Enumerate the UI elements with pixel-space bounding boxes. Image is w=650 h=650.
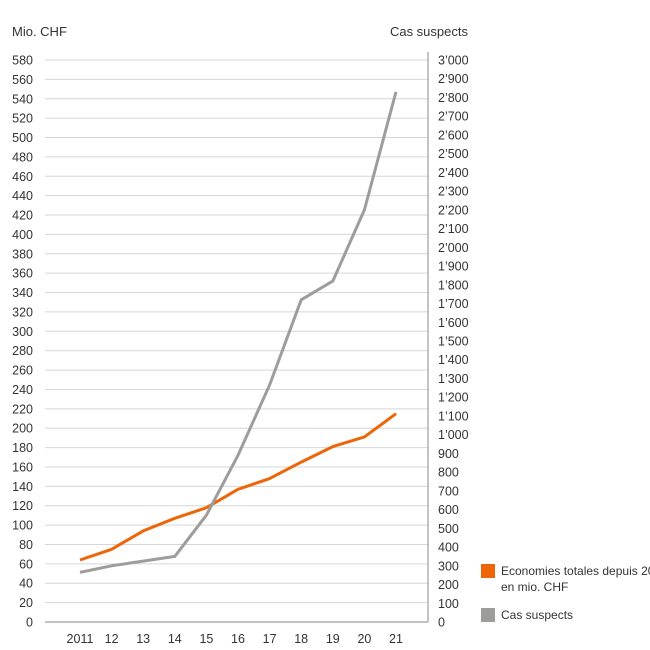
left-tick-label: 540 (12, 92, 33, 106)
left-tick-label: 0 (26, 616, 33, 630)
x-tick-label: 2011 (67, 632, 94, 646)
legend-item-cases: Cas suspects (481, 607, 650, 625)
right-tick-label: 200 (438, 578, 459, 592)
left-tick-label: 80 (19, 538, 33, 552)
right-tick-label: 1’500 (438, 335, 469, 349)
right-tick-label: 2’900 (438, 72, 469, 86)
right-tick-label: 2’800 (438, 91, 469, 105)
x-tick-label: 19 (326, 632, 340, 646)
right-tick-label: 100 (438, 597, 459, 611)
left-tick-label: 40 (19, 577, 33, 591)
left-tick-label: 20 (19, 596, 33, 610)
left-tick-label: 120 (12, 499, 33, 513)
left-tick-label: 420 (12, 209, 33, 223)
right-tick-label: 700 (438, 484, 459, 498)
right-tick-label: 1’600 (438, 316, 469, 330)
right-tick-label: 1’800 (438, 278, 469, 292)
left-tick-label: 440 (12, 189, 33, 203)
right-tick-label: 600 (438, 503, 459, 517)
x-tick-label: 21 (389, 632, 403, 646)
left-tick-label: 180 (12, 441, 33, 455)
left-tick-label: 160 (12, 460, 33, 474)
left-tick-label: 340 (12, 286, 33, 300)
legend-label-cases: Cas suspects (501, 608, 574, 622)
left-tick-label: 220 (12, 402, 33, 416)
right-tick-label: 400 (438, 541, 459, 555)
right-tick-label: 2’700 (438, 110, 469, 124)
left-tick-label: 560 (12, 73, 33, 87)
right-tick-label: 0 (438, 616, 445, 630)
right-tick-label: 1’100 (438, 409, 469, 423)
series-lines (79, 91, 398, 574)
right-tick-label: 1’700 (438, 297, 469, 311)
right-tick-label: 2’600 (438, 128, 469, 142)
left-axis-ticks: 0 20 40 60 80 100 120 140 160 180 200 220 240 260 280 3… (12, 54, 33, 630)
legend-swatch-cases (481, 608, 495, 622)
series-line-savings (79, 412, 397, 562)
grid-lines (45, 59, 428, 604)
right-tick-label: 500 (438, 522, 459, 536)
right-axis-title: Cas suspects (390, 24, 469, 39)
x-tick-label: 16 (231, 632, 245, 646)
right-tick-label: 2’200 (438, 203, 469, 217)
legend-swatch-savings (481, 564, 495, 578)
right-tick-label: 2’400 (438, 166, 469, 180)
left-tick-label: 240 (12, 383, 33, 397)
x-tick-label: 14 (168, 632, 182, 646)
axes (45, 52, 429, 623)
right-tick-label: 1’900 (438, 260, 469, 274)
left-tick-label: 140 (12, 480, 33, 494)
x-axis-ticks: 2011 12 13 14 15 16 17 18 19 20 21 (67, 632, 403, 646)
left-tick-label: 480 (12, 150, 33, 164)
right-tick-label: 3’000 (438, 54, 469, 68)
x-tick-label: 12 (105, 632, 119, 646)
left-tick-label: 360 (12, 267, 33, 281)
right-tick-label: 800 (438, 466, 459, 480)
right-tick-label: 1’400 (438, 353, 469, 367)
left-tick-label: 500 (12, 131, 33, 145)
legend-item-savings: Economies totales depuis 2007 en mio. CH… (481, 563, 650, 597)
left-tick-label: 200 (12, 422, 33, 436)
right-tick-label: 2’500 (438, 147, 469, 161)
left-tick-label: 60 (19, 557, 33, 571)
x-tick-label: 20 (357, 632, 371, 646)
right-tick-label: 1’200 (438, 391, 469, 405)
left-tick-label: 400 (12, 228, 33, 242)
right-axis-ticks: 0 100 200 300 400 500 600 700 800 900 1’000 1’100 1’… (438, 54, 469, 630)
right-tick-label: 2’000 (438, 241, 469, 255)
right-tick-label: 2’100 (438, 222, 469, 236)
right-tick-label: 2’300 (438, 185, 469, 199)
left-tick-label: 300 (12, 325, 33, 339)
x-tick-label: 15 (199, 632, 213, 646)
right-tick-label: 300 (438, 559, 459, 573)
left-tick-label: 380 (12, 247, 33, 261)
left-tick-label: 460 (12, 170, 33, 184)
left-tick-label: 580 (12, 54, 33, 68)
left-tick-label: 280 (12, 344, 33, 358)
left-tick-label: 320 (12, 305, 33, 319)
left-tick-label: 260 (12, 364, 33, 378)
right-tick-label: 900 (438, 447, 459, 461)
x-tick-label: 17 (263, 632, 277, 646)
x-tick-label: 18 (294, 632, 308, 646)
left-tick-label: 520 (12, 112, 33, 126)
left-axis-title: Mio. CHF (12, 24, 67, 39)
x-tick-label: 13 (136, 632, 150, 646)
right-tick-label: 1’000 (438, 428, 469, 442)
right-tick-label: 1’300 (438, 372, 469, 386)
series-line-cases (79, 91, 398, 574)
left-tick-label: 100 (12, 519, 33, 533)
legend-label-savings: Economies totales depuis 2007 en mio. CH… (501, 564, 650, 594)
